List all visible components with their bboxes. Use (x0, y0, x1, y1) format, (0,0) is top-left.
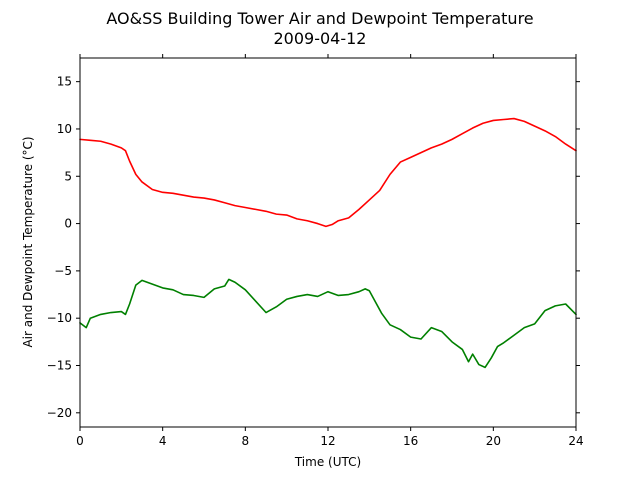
y-tick-label: 0 (64, 217, 72, 231)
series-line-0 (79, 117, 577, 228)
chart-title: AO&SS Building Tower Air and Dewpoint Te… (106, 9, 533, 28)
x-tick-label: 24 (568, 434, 583, 448)
x-tick-label: 4 (159, 434, 167, 448)
x-tick-label: 0 (76, 434, 84, 448)
x-tick-label: 16 (403, 434, 418, 448)
x-tick-label: 20 (486, 434, 501, 448)
y-axis-ticks: −20 −15 −10 −5 0 5 10 15 (47, 75, 580, 420)
y-tick-label: 5 (64, 169, 72, 183)
y-tick-label: 10 (57, 122, 72, 136)
y-tick-label: 15 (57, 75, 72, 89)
y-tick-label: −20 (47, 406, 72, 420)
chart-subtitle: 2009-04-12 (274, 29, 367, 48)
x-tick-label: 12 (320, 434, 335, 448)
plot-area: 0 4 8 12 16 20 24 −20 −15 −10 −5 0 5 10 15 (47, 54, 584, 448)
y-axis-label: Air and Dewpoint Temperature (°C) (21, 136, 35, 347)
y-tick-label: −10 (47, 311, 72, 325)
series-line-1 (79, 278, 577, 369)
y-tick-label: −15 (47, 359, 72, 373)
x-axis-ticks: 0 4 8 12 16 20 24 (76, 54, 584, 448)
y-tick-label: −5 (54, 264, 72, 278)
series-layer (79, 117, 577, 369)
x-tick-label: 8 (242, 434, 250, 448)
x-axis-label: Time (UTC) (294, 455, 361, 469)
